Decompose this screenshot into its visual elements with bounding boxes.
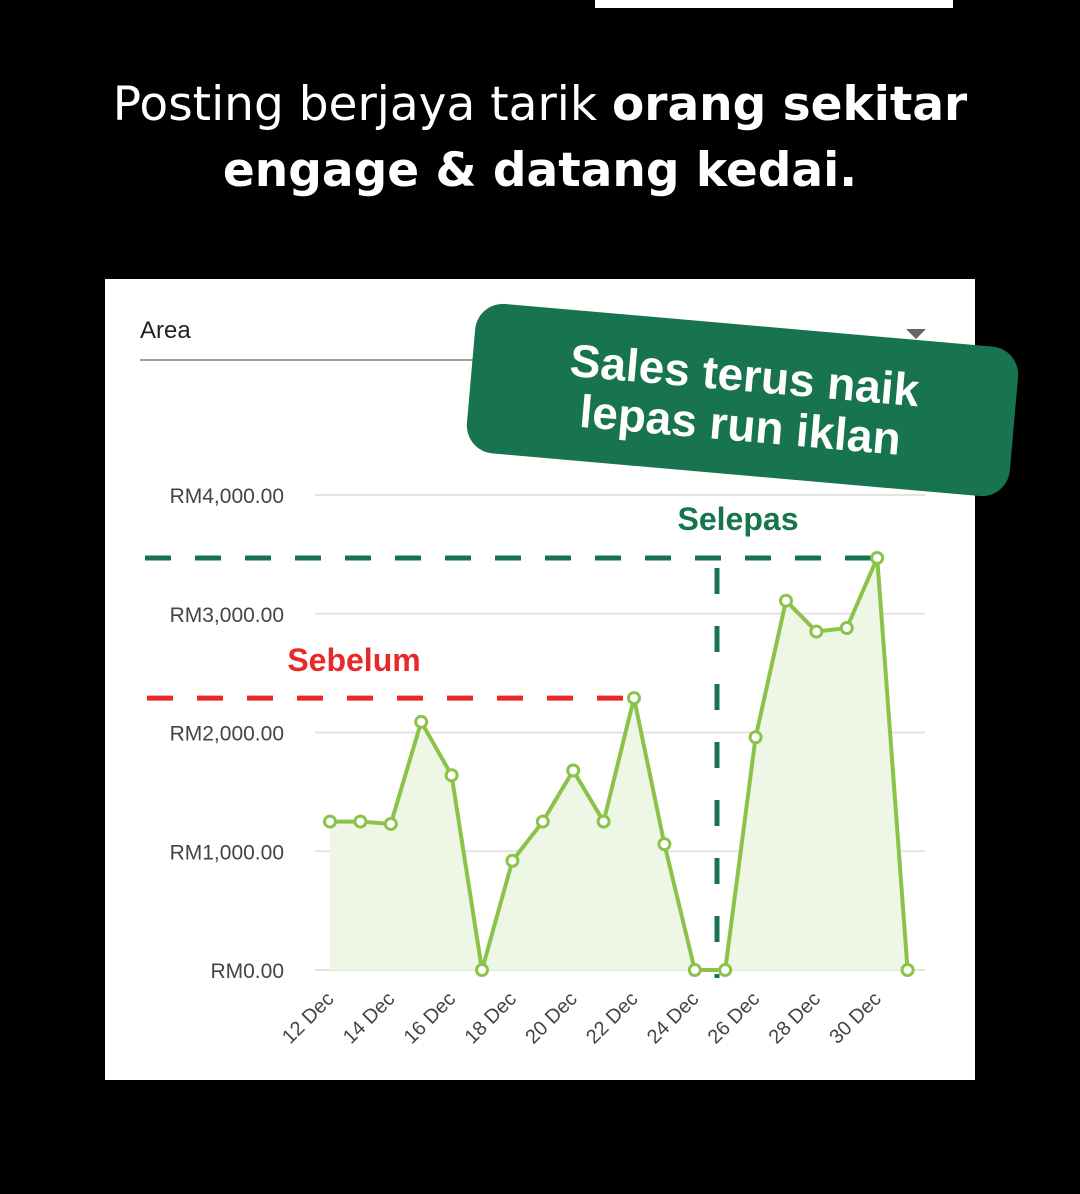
data-point	[323, 814, 337, 829]
data-point	[383, 816, 398, 831]
data-point	[535, 814, 550, 829]
data-point	[353, 814, 368, 829]
y-tick-label: RM2,000.00	[170, 723, 284, 746]
data-point	[900, 963, 915, 977]
x-tick-label: 14 Dec	[339, 988, 399, 1048]
data-point	[475, 963, 489, 977]
data-point	[596, 814, 611, 829]
series-line	[330, 555, 910, 972]
x-tick-label: 26 Dec	[704, 988, 764, 1048]
x-tick-label: 18 Dec	[461, 988, 521, 1048]
x-tick-label: 16 Dec	[400, 988, 460, 1048]
after-label: Selepas	[678, 501, 799, 537]
data-point	[505, 853, 520, 868]
data-point	[779, 593, 793, 608]
x-tick-label: 28 Dec	[765, 988, 825, 1048]
data-point	[444, 768, 459, 783]
dropdown-arrow-icon	[906, 329, 926, 339]
data-point	[566, 763, 581, 778]
headline-bold-2: engage & datang kedai.	[222, 143, 858, 198]
data-point	[687, 963, 702, 977]
y-tick-label: RM3,000.00	[170, 604, 284, 627]
headline-regular: Posting berjaya tarik	[112, 77, 612, 132]
data-point	[627, 691, 641, 706]
data-point	[809, 624, 824, 639]
x-tick-label: 12 Dec	[278, 988, 338, 1048]
x-tick-label: 30 Dec	[825, 988, 885, 1048]
data-point	[748, 730, 763, 745]
y-tick-label: RM4,000.00	[170, 485, 284, 508]
data-point	[414, 714, 429, 729]
x-tick-label: 20 Dec	[521, 988, 581, 1048]
data-point	[657, 837, 672, 852]
data-point	[839, 621, 854, 635]
x-tick-label: 22 Dec	[582, 988, 642, 1048]
data-point	[870, 550, 885, 565]
headline: Posting berjaya tarik orang sekitar enga…	[0, 72, 1080, 204]
dropdown-label: Area	[140, 317, 191, 344]
cropped-top-box	[595, 0, 953, 8]
y-tick-label: RM1,000.00	[170, 841, 284, 864]
headline-bold-1: orang sekitar	[611, 77, 968, 132]
before-label: Sebelum	[287, 642, 420, 678]
x-tick-label: 24 Dec	[643, 988, 703, 1048]
y-tick-label: RM0.00	[210, 960, 284, 983]
data-point	[718, 963, 733, 977]
